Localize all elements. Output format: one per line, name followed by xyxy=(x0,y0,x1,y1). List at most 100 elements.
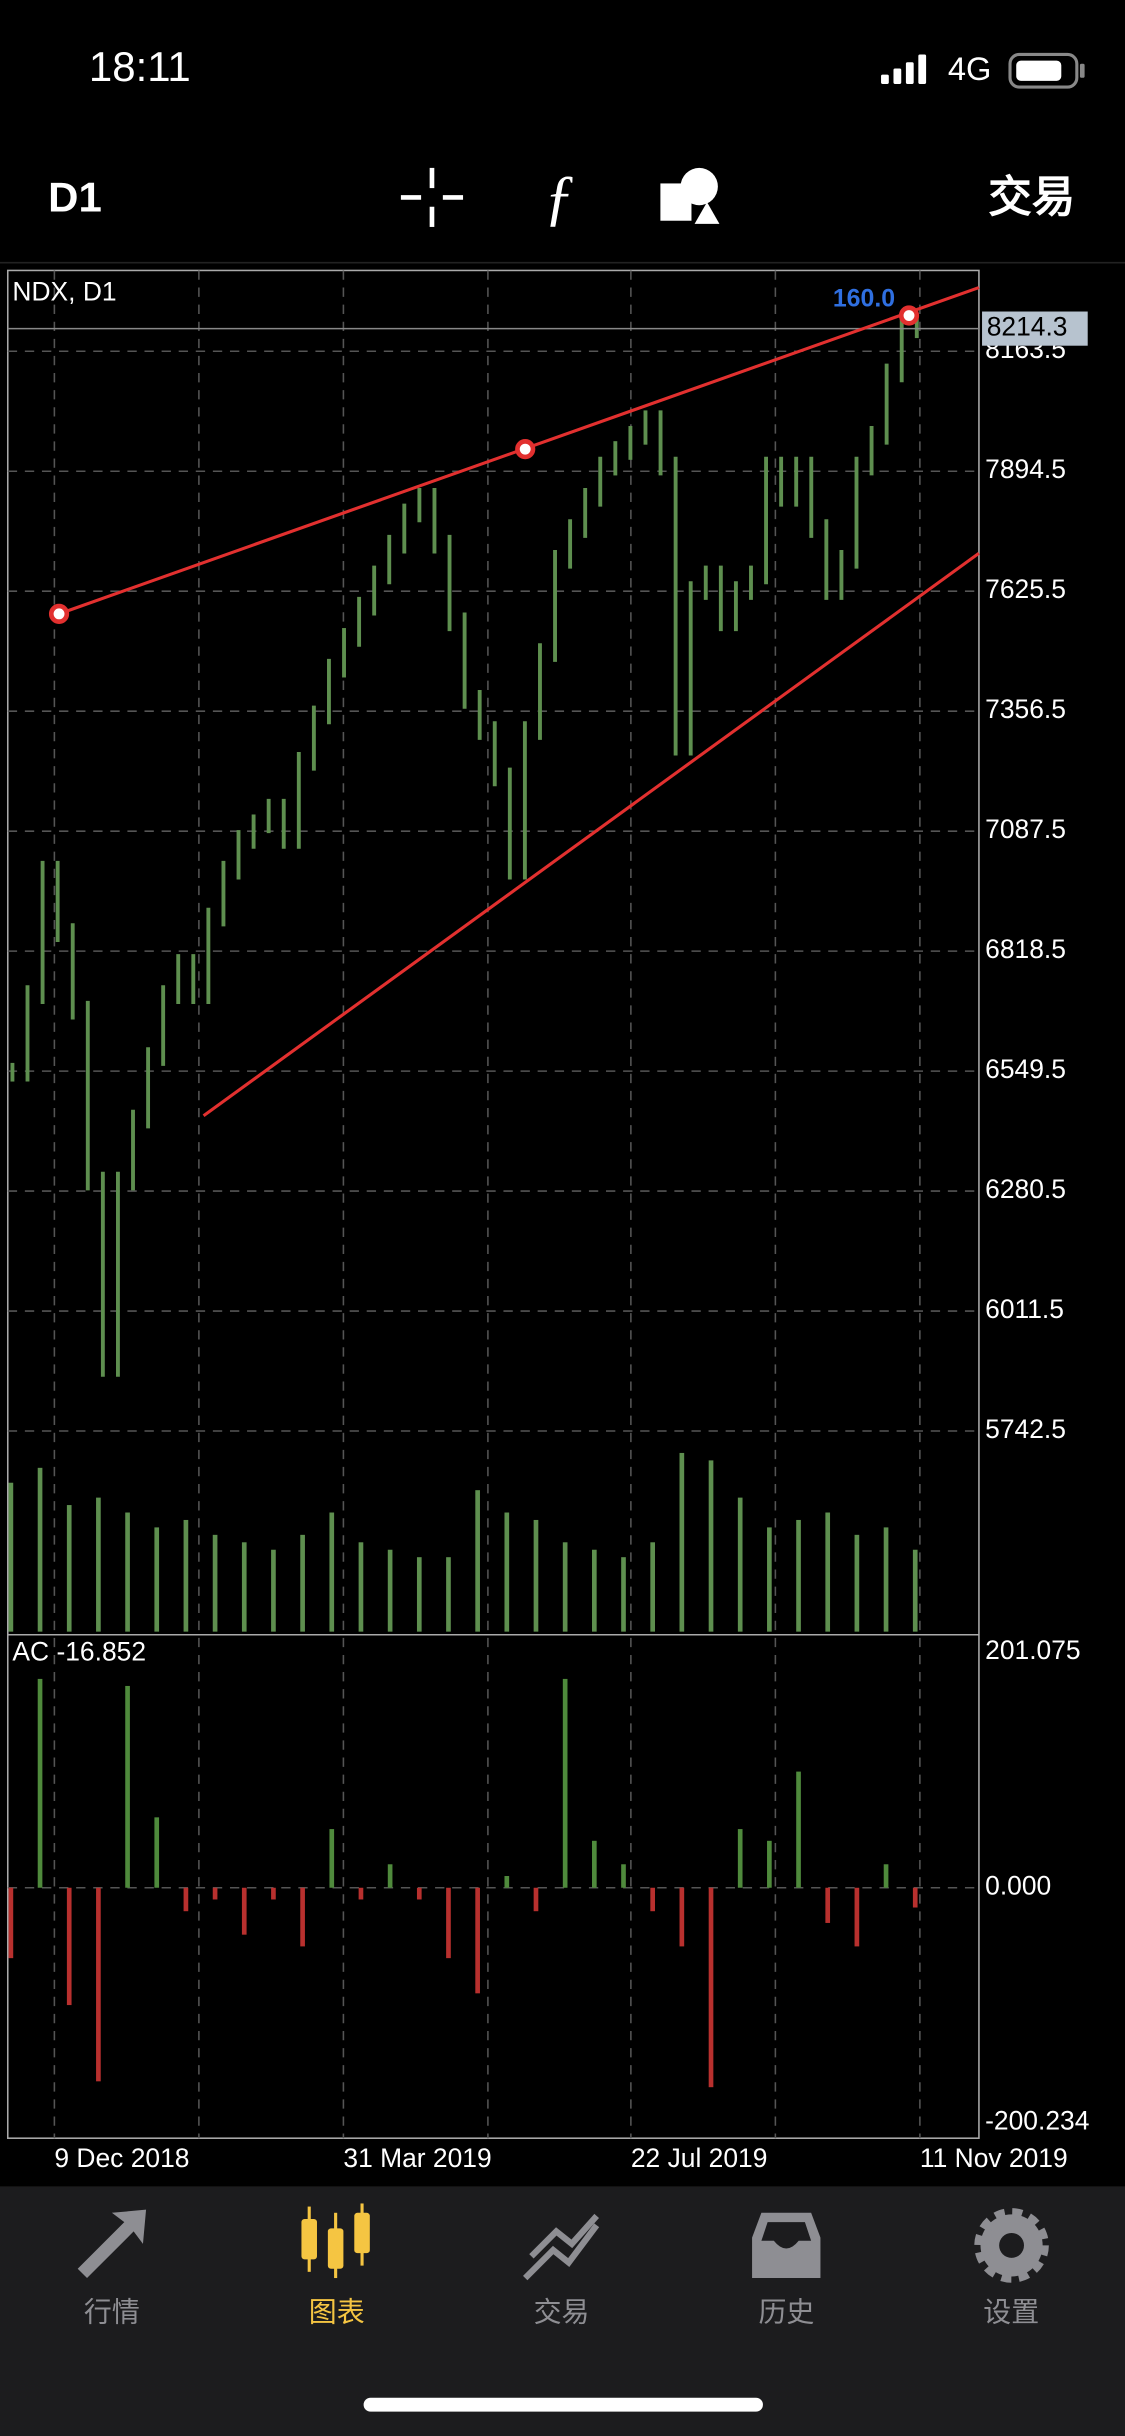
tab-label[interactable]: 设置 xyxy=(983,2297,1039,2328)
x-tick-label: 9 Dec 2018 xyxy=(54,2143,189,2173)
volume-bar xyxy=(767,1527,772,1632)
volume-bar xyxy=(271,1549,276,1632)
chart-title: NDX, D1 xyxy=(12,277,116,307)
y-tick-label: 5742.5 xyxy=(985,1414,1066,1444)
plot: 8163.57894.57625.57356.57087.56818.56549… xyxy=(7,311,1089,2136)
tab-label[interactable]: 图表 xyxy=(309,2297,365,2328)
ac-bar xyxy=(825,1887,831,1923)
volume-bar xyxy=(854,1534,860,1632)
volume-bar xyxy=(66,1505,72,1632)
ac-bar xyxy=(475,1887,480,1994)
battery-icon xyxy=(1008,52,1085,89)
y-tick-label: 7356.5 xyxy=(985,694,1066,724)
tab-label[interactable]: 历史 xyxy=(758,2297,814,2328)
volume-bar xyxy=(154,1527,160,1632)
ac-bar xyxy=(679,1887,685,1947)
volume-bar xyxy=(796,1519,801,1632)
y-tick-label: 7625.5 xyxy=(985,574,1066,604)
tab-icon xyxy=(752,2212,821,2279)
ac-bar xyxy=(183,1887,189,1912)
volume-bar xyxy=(562,1542,568,1632)
status-time: 18:11 xyxy=(89,43,191,90)
ac-bar xyxy=(767,1840,772,1888)
volume-bar xyxy=(96,1497,101,1632)
volume-bar xyxy=(8,1482,14,1632)
volume-bar xyxy=(708,1460,714,1632)
x-tick-label: 11 Nov 2019 xyxy=(920,2143,1068,2173)
y-tick-label: -200.234 xyxy=(985,2106,1089,2136)
volume-bar xyxy=(125,1512,130,1632)
volume-bar xyxy=(679,1452,685,1632)
objects-button[interactable] xyxy=(660,167,720,224)
volume-bar xyxy=(212,1534,218,1632)
crosshair-button[interactable] xyxy=(400,167,464,227)
tab-icon xyxy=(523,2213,600,2281)
volume-bar xyxy=(358,1542,364,1632)
ac-bar xyxy=(737,1829,743,1888)
volume-bar xyxy=(300,1534,305,1632)
tab-label[interactable]: 交易 xyxy=(534,2297,590,2328)
indicator-button[interactable]: ƒ xyxy=(544,164,575,232)
volume-bar xyxy=(883,1527,889,1632)
ac-bar xyxy=(387,1864,393,1888)
ac-bar xyxy=(533,1887,539,1912)
volume-bar xyxy=(241,1542,247,1632)
volume-bar xyxy=(475,1490,480,1632)
tab-icon xyxy=(974,2208,1049,2283)
ac-bar xyxy=(708,1887,714,2088)
y-tick-label: 7894.5 xyxy=(985,454,1066,484)
object-label: 160.0 xyxy=(833,285,895,313)
y-tick-label: 0.000 xyxy=(985,1871,1051,1901)
volume-bar xyxy=(504,1512,510,1632)
tab-icon xyxy=(77,2209,147,2279)
time-grid xyxy=(53,270,921,2139)
volume-bar xyxy=(825,1512,831,1632)
chart-frame xyxy=(6,269,980,2139)
ac-bar xyxy=(96,1887,101,2082)
ac-bar xyxy=(37,1678,43,1888)
volume-bar xyxy=(446,1557,451,1632)
ac-bar xyxy=(416,1887,422,1900)
ac-bar xyxy=(212,1887,218,1900)
indicator-title: AC -16.852 xyxy=(12,1636,146,1666)
signal-icon xyxy=(881,54,927,84)
volume-bar xyxy=(621,1557,626,1632)
y-tick-label: 201.075 xyxy=(985,1635,1080,1665)
volume-bar xyxy=(37,1467,43,1632)
ac-bar xyxy=(329,1829,335,1888)
current-price-label: 8214.3 xyxy=(987,312,1068,342)
ac-bar xyxy=(300,1887,305,1947)
tab-label[interactable]: 行情 xyxy=(84,2297,140,2328)
ac-bar xyxy=(854,1887,860,1947)
trade-button[interactable]: 交易 xyxy=(988,174,1075,222)
x-tick-label: 31 Mar 2019 xyxy=(343,2143,491,2173)
ac-bar xyxy=(8,1887,14,1959)
ac-bar xyxy=(446,1887,451,1959)
current-price-box xyxy=(982,311,1088,346)
ac-bar xyxy=(66,1887,72,2006)
ac-bar xyxy=(562,1678,568,1888)
volume-bar xyxy=(416,1557,422,1632)
period-button[interactable]: D1 xyxy=(48,174,102,221)
volume-bar xyxy=(737,1497,743,1632)
network: 4G xyxy=(948,50,992,87)
ac-bar xyxy=(154,1817,160,1888)
y-tick-label: 6818.5 xyxy=(985,934,1066,964)
y-tick-label: 6011.5 xyxy=(985,1294,1064,1324)
ac-bar xyxy=(125,1685,130,1888)
y-tick-label: 6549.5 xyxy=(985,1054,1066,1084)
ac-bar xyxy=(591,1840,597,1888)
tab-bar xyxy=(0,2186,1125,2436)
ac-bar xyxy=(796,1771,801,1888)
ac-bar xyxy=(650,1887,656,1912)
tab-icon xyxy=(301,2203,370,2279)
volume-bar xyxy=(329,1512,335,1632)
y-tick-label: 6280.5 xyxy=(985,1174,1066,1204)
ac-bar xyxy=(883,1864,889,1888)
volume-bar xyxy=(183,1519,189,1632)
home-indicator xyxy=(363,2397,763,2412)
ac-bar xyxy=(621,1864,626,1888)
volume-bar xyxy=(387,1549,393,1632)
ac-bar xyxy=(358,1887,364,1900)
